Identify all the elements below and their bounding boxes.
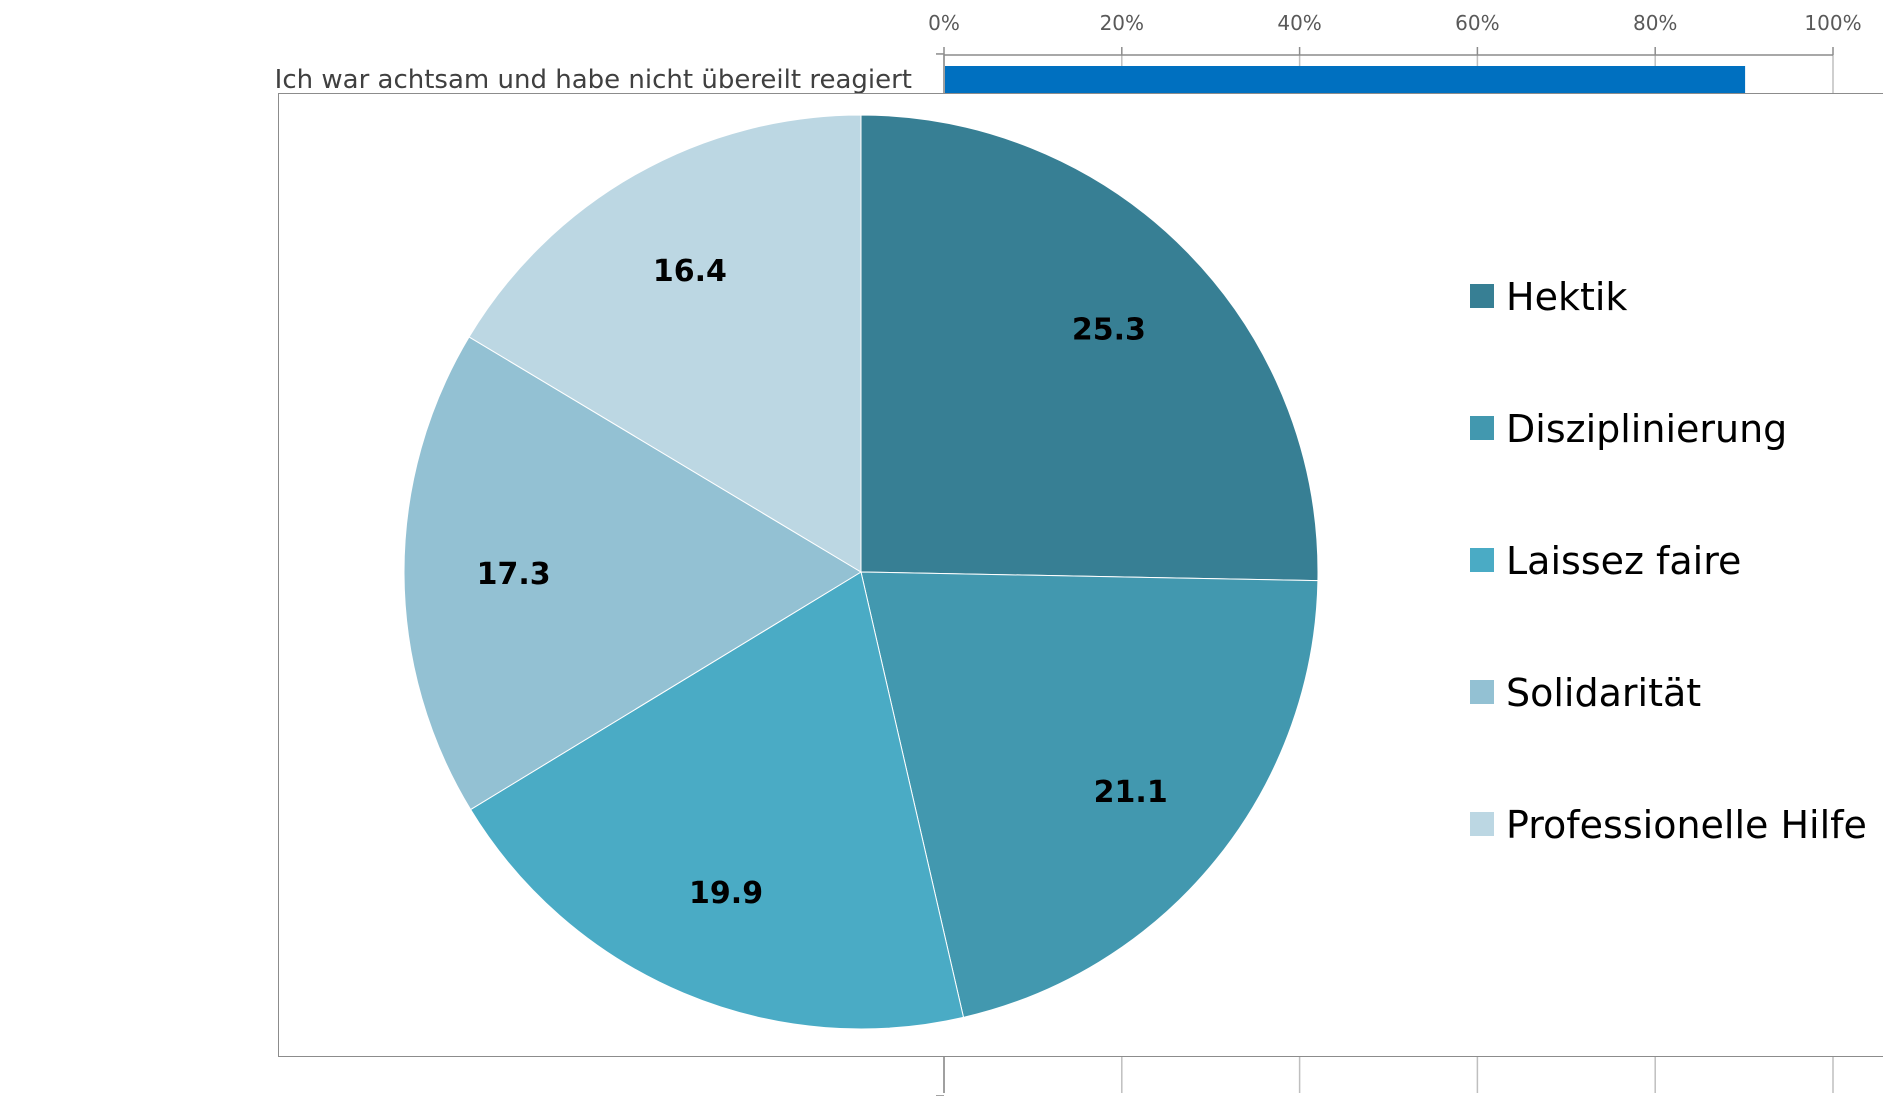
legend-entry: Laissez faire — [1506, 539, 1741, 583]
legend-swatch — [1470, 284, 1494, 308]
data-label: 21.1 — [1094, 775, 1168, 810]
x-tick-label: 80% — [1633, 11, 1677, 35]
x-tick-label: 20% — [1100, 11, 1144, 35]
pie-slice — [469, 571, 965, 1030]
x-tick-label: 100% — [1804, 11, 1861, 35]
legend-swatch — [1470, 812, 1494, 836]
x-tick-label: 60% — [1455, 11, 1499, 35]
data-label: 17.3 — [477, 557, 551, 592]
pie-slice — [403, 336, 862, 811]
legend-swatch — [1470, 680, 1494, 704]
x-tick-label: 40% — [1277, 11, 1321, 35]
data-label: 16.4 — [653, 254, 727, 289]
legend-entry: Professionelle Hilfe — [1506, 803, 1867, 847]
x-tick-label: 0% — [928, 11, 960, 35]
data-label: 25.3 — [1072, 313, 1146, 348]
pie-slice — [860, 571, 1319, 1018]
pie-slice — [468, 114, 862, 573]
legend-entry: Disziplinierung — [1506, 407, 1787, 451]
legend-swatch — [1470, 416, 1494, 440]
bar — [945, 66, 1746, 94]
legend-entry: Hektik — [1506, 275, 1627, 319]
category-label: Ich war achtsam und habe nicht übereilt … — [275, 65, 912, 95]
legend-swatch — [1470, 548, 1494, 572]
legend-entry: Solidarität — [1506, 671, 1701, 715]
data-label: 19.9 — [689, 876, 763, 911]
pie-slice — [860, 114, 1319, 582]
